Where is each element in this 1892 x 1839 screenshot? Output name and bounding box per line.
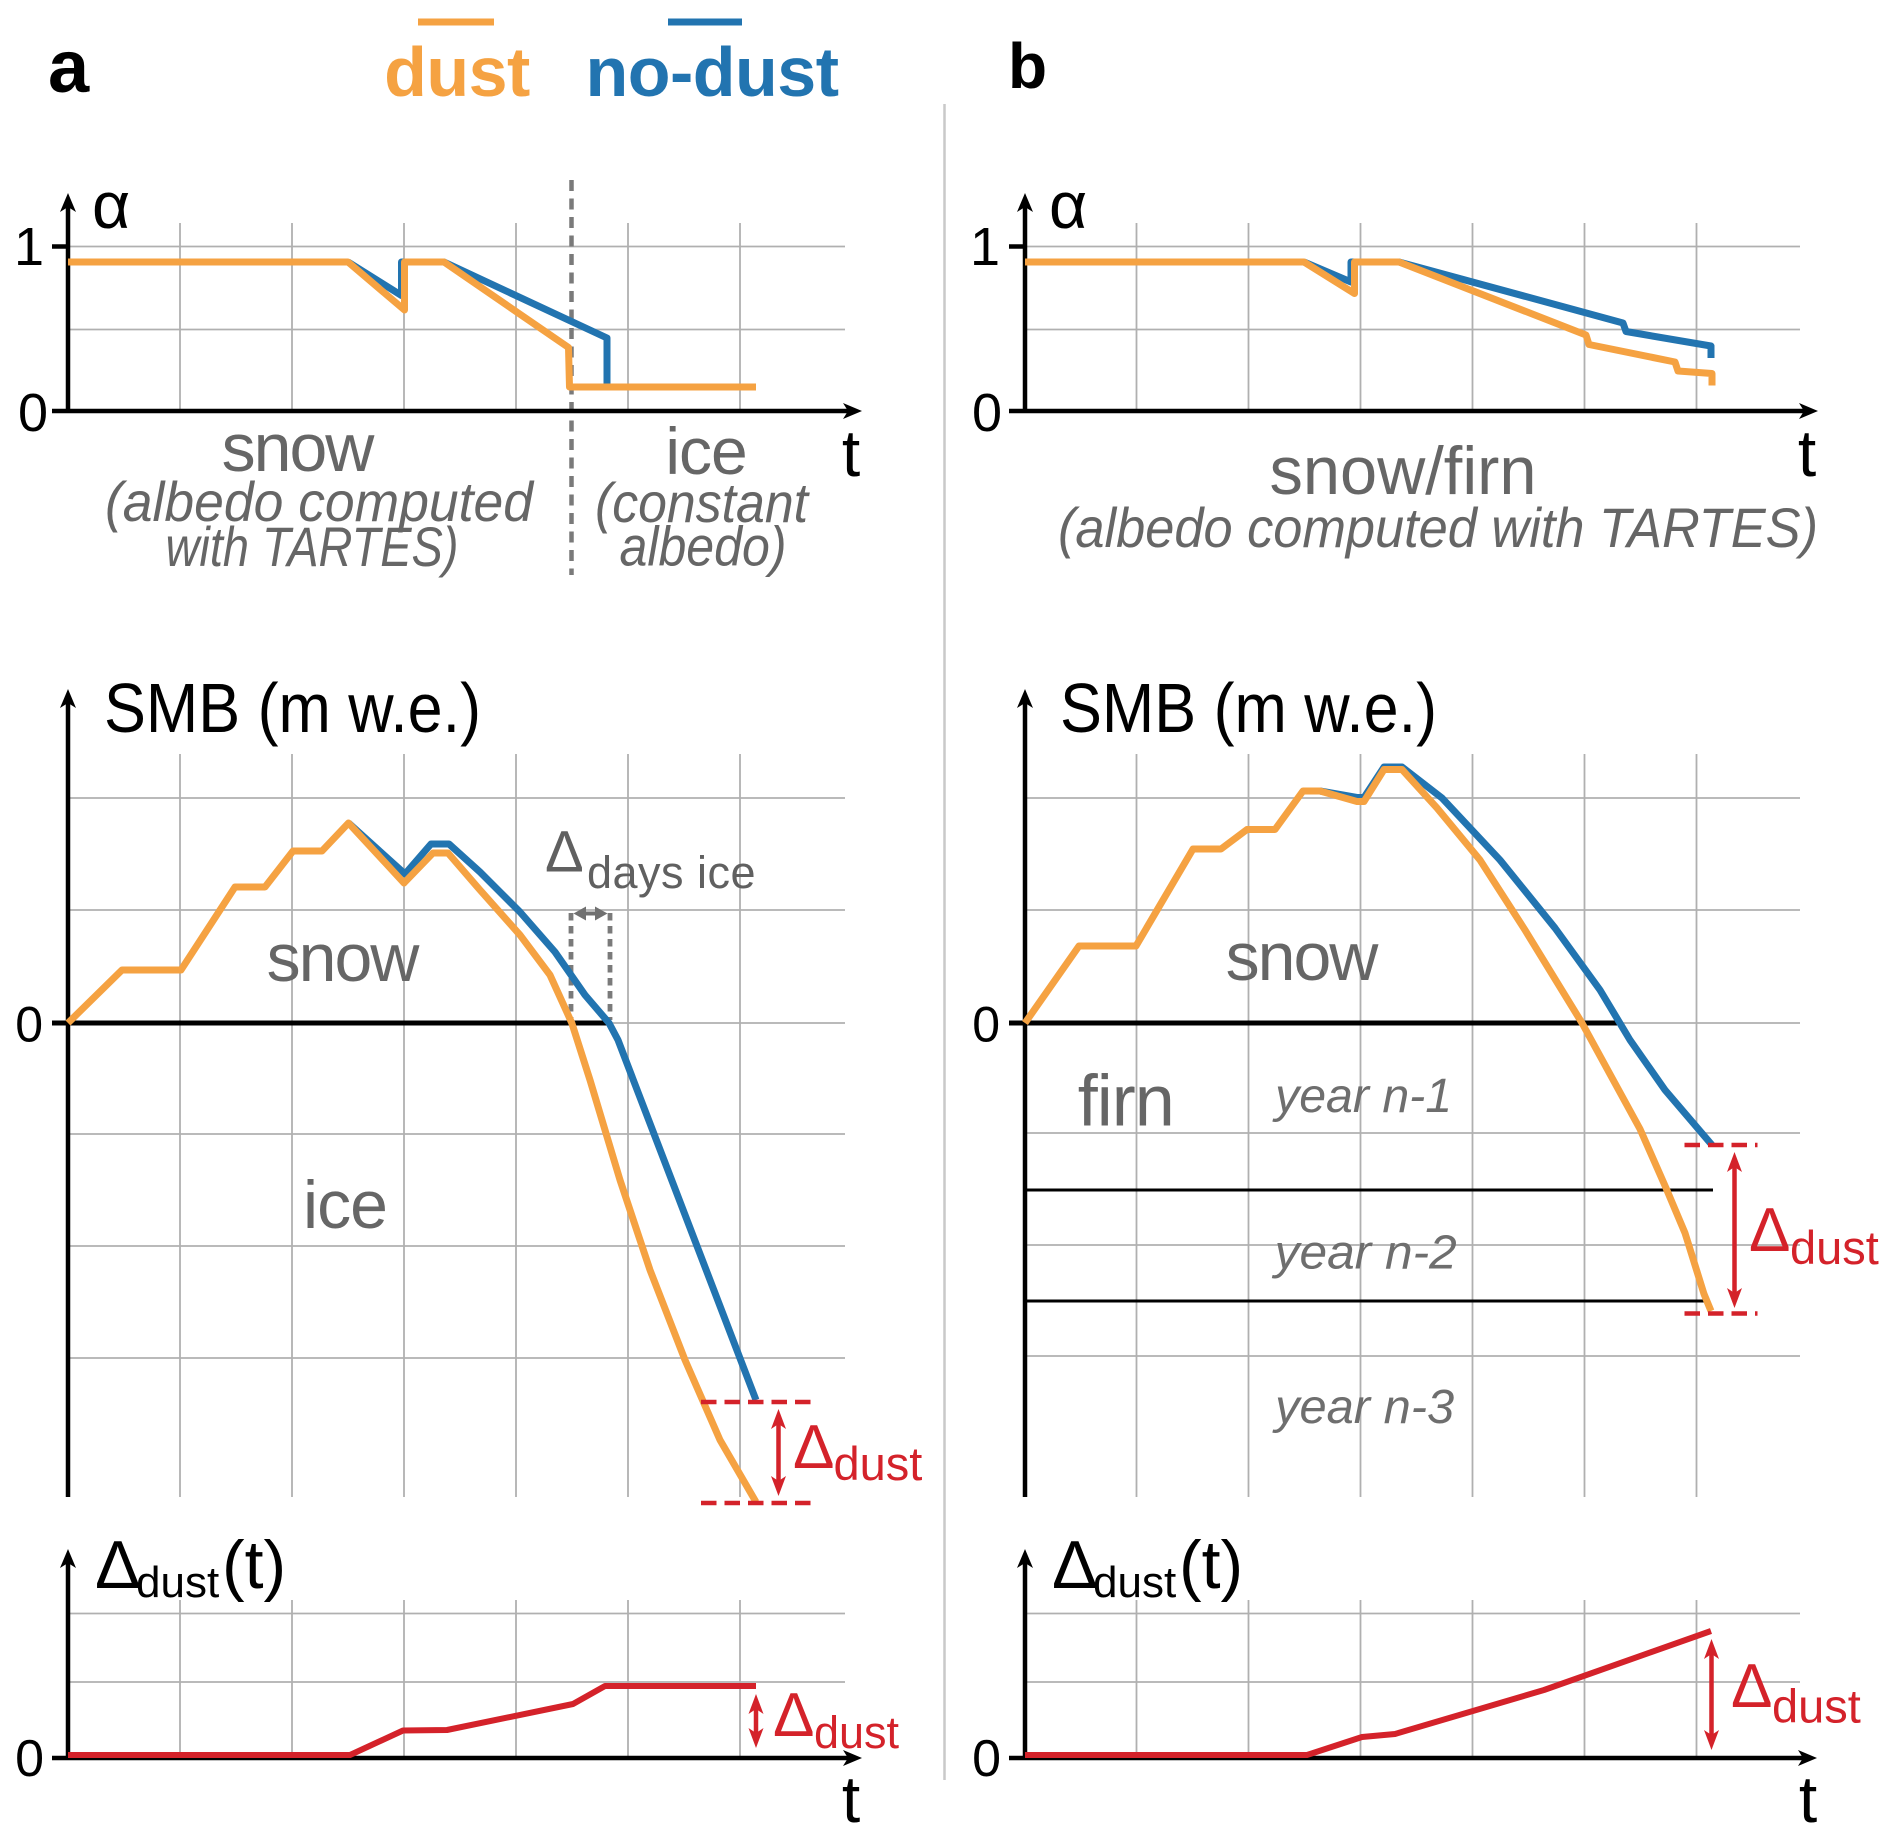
svg-text:SMB (m w.e.): SMB (m w.e.) <box>1060 669 1437 747</box>
svg-text:Δ: Δ <box>1731 1652 1772 1721</box>
svg-text:a: a <box>48 25 90 108</box>
svg-text:0: 0 <box>15 997 43 1053</box>
svg-text:year n-1: year n-1 <box>1272 1070 1452 1123</box>
svg-text:0: 0 <box>972 997 1000 1053</box>
svg-text:(albedo computed: (albedo computed <box>105 470 535 533</box>
svg-text:dust: dust <box>1772 1680 1861 1733</box>
svg-text:dust: dust <box>1093 1558 1176 1607</box>
svg-text:year n-3: year n-3 <box>1272 1381 1454 1434</box>
svg-text:Δ: Δ <box>545 820 584 885</box>
svg-text:snow: snow <box>222 410 376 486</box>
svg-text:Δ: Δ <box>95 1527 140 1603</box>
svg-text:(t): (t) <box>222 1527 286 1603</box>
svg-text:Δ: Δ <box>1052 1527 1097 1603</box>
svg-text:firn: firn <box>1078 1062 1174 1142</box>
svg-text:dust: dust <box>834 1437 923 1490</box>
svg-text:0: 0 <box>18 383 48 443</box>
svg-text:0: 0 <box>15 1730 44 1788</box>
svg-text:t: t <box>1799 1762 1817 1836</box>
svg-text:Δ: Δ <box>793 1413 834 1482</box>
svg-text:SMB (m w.e.): SMB (m w.e.) <box>104 669 481 747</box>
svg-text:b: b <box>1008 30 1047 102</box>
svg-text:Δ: Δ <box>773 1681 814 1750</box>
svg-text:α: α <box>92 168 130 242</box>
svg-text:t: t <box>1798 416 1816 490</box>
svg-text:ice: ice <box>665 414 746 488</box>
svg-text:α: α <box>1049 168 1087 242</box>
svg-text:0: 0 <box>972 383 1002 443</box>
svg-text:no-dust: no-dust <box>585 33 838 111</box>
svg-text:dust: dust <box>384 33 530 111</box>
svg-text:1: 1 <box>14 217 44 277</box>
svg-text:albedo): albedo) <box>620 515 787 578</box>
svg-text:t: t <box>842 1762 860 1836</box>
svg-text:ice: ice <box>303 1167 387 1243</box>
svg-text:year n-2: year n-2 <box>1272 1227 1457 1280</box>
svg-text:(albedo computed with TARTES): (albedo computed with TARTES) <box>1058 496 1818 559</box>
svg-text:dust: dust <box>814 1707 900 1758</box>
svg-text:dust: dust <box>136 1558 219 1607</box>
svg-text:snow/firn: snow/firn <box>1270 433 1537 509</box>
svg-text:t: t <box>842 416 860 490</box>
svg-text:1: 1 <box>970 217 1000 277</box>
svg-text:days ice: days ice <box>587 847 756 898</box>
svg-text:Δ: Δ <box>1749 1196 1790 1265</box>
svg-text:with TARTES): with TARTES) <box>166 515 459 578</box>
svg-text:dust: dust <box>1790 1221 1879 1274</box>
svg-text:0: 0 <box>972 1730 1001 1788</box>
svg-text:snow: snow <box>267 920 421 996</box>
svg-text:snow: snow <box>1226 919 1380 995</box>
svg-text:(constant: (constant <box>595 471 810 534</box>
svg-text:(t): (t) <box>1179 1527 1243 1603</box>
